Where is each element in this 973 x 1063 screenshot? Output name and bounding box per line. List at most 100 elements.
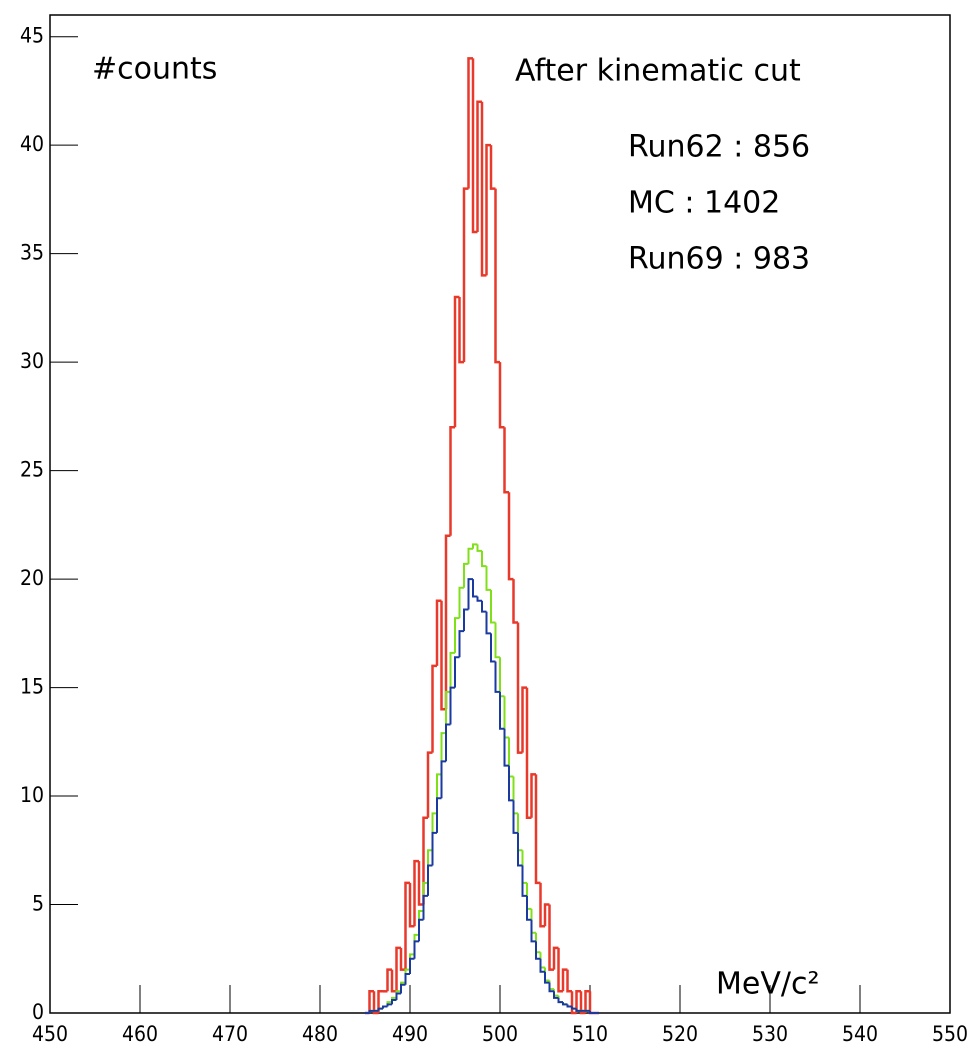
histogram-bin bbox=[498, 362, 505, 429]
histogram-bin bbox=[557, 997, 563, 1004]
histogram-bin bbox=[458, 630, 464, 658]
histogram-bin bbox=[535, 941, 541, 960]
x-tick-label: 550 bbox=[932, 1022, 968, 1046]
histogram-bin bbox=[454, 617, 460, 653]
histogram-bin bbox=[449, 425, 455, 536]
histogram-bin bbox=[543, 903, 550, 927]
histogram-bin bbox=[507, 492, 514, 581]
histogram-bin bbox=[476, 596, 482, 602]
histogram-bin bbox=[427, 864, 433, 896]
histogram-bin bbox=[368, 990, 374, 1013]
histogram-bin bbox=[499, 691, 505, 730]
histogram-bin bbox=[409, 957, 415, 974]
histogram-bin bbox=[399, 947, 406, 971]
histogram-bin bbox=[386, 968, 392, 992]
histogram-bin bbox=[503, 728, 509, 767]
histogram-bin bbox=[584, 990, 590, 1013]
y-tick-label: 5 bbox=[32, 892, 44, 916]
histogram-bin bbox=[404, 881, 410, 970]
histogram-bin bbox=[440, 600, 446, 711]
x-tick-label: 540 bbox=[842, 1022, 878, 1046]
histogram-bin bbox=[377, 990, 383, 1013]
histogram-bin bbox=[575, 1008, 581, 1012]
histogram-bin bbox=[453, 295, 460, 428]
histogram-bin bbox=[458, 586, 464, 619]
histogram-bin bbox=[521, 865, 527, 897]
x-tick-label: 510 bbox=[572, 1022, 608, 1046]
histogram-bin bbox=[571, 1006, 577, 1010]
histogram-bin bbox=[395, 946, 401, 992]
histogram-bin bbox=[562, 1002, 568, 1006]
histogram-bin bbox=[463, 562, 469, 588]
histogram-bin bbox=[463, 608, 469, 632]
histogram-bin bbox=[579, 991, 586, 1015]
histogram-bin bbox=[512, 800, 518, 834]
histogram-bin bbox=[512, 579, 518, 624]
histogram-bin bbox=[494, 188, 500, 364]
histogram-bin bbox=[489, 145, 496, 190]
x-tick-label: 480 bbox=[302, 1022, 338, 1046]
histogram-bin bbox=[566, 969, 572, 993]
y-tick-label: 25 bbox=[20, 458, 44, 482]
histogram-bin bbox=[557, 947, 563, 993]
histogram-bin bbox=[395, 992, 401, 1000]
histogram-bin bbox=[476, 544, 482, 552]
histogram-bin bbox=[372, 991, 379, 1015]
histogram-bin bbox=[413, 940, 419, 959]
histogram-bin bbox=[539, 958, 545, 973]
histogram-bin bbox=[382, 1005, 388, 1009]
histogram-bin bbox=[377, 1007, 383, 1011]
histogram-bin bbox=[431, 831, 437, 866]
histogram-bin bbox=[440, 760, 446, 799]
histogram-bin bbox=[499, 657, 505, 698]
legend-entry: Run69 : 983 bbox=[628, 242, 810, 277]
histogram-bin bbox=[386, 1003, 392, 1007]
annotation: After kinematic cut bbox=[515, 54, 801, 89]
x-tick-label: 490 bbox=[392, 1022, 428, 1046]
legend-entry: Run62 : 856 bbox=[628, 130, 810, 165]
histogram-bin bbox=[458, 297, 464, 364]
histogram-bin bbox=[445, 723, 451, 762]
histogram-bin bbox=[548, 904, 554, 971]
annotation: #counts bbox=[92, 52, 217, 87]
histogram-bin bbox=[467, 57, 473, 189]
histogram-bin bbox=[530, 773, 536, 818]
histogram-bin bbox=[539, 882, 545, 928]
histogram-bin bbox=[575, 990, 581, 1013]
legend-entry: MC : 1402 bbox=[628, 186, 780, 221]
histogram-bin bbox=[436, 797, 442, 833]
histogram-bin bbox=[449, 686, 455, 725]
histogram-bin bbox=[467, 578, 473, 610]
histogram-bin bbox=[485, 611, 491, 635]
histogram-bin bbox=[435, 599, 442, 666]
histogram-bin bbox=[553, 991, 559, 999]
x-tick-label: 450 bbox=[32, 1022, 68, 1046]
x-tick-label: 460 bbox=[122, 1022, 158, 1046]
histogram-bin bbox=[413, 859, 419, 927]
plot-frame bbox=[49, 14, 951, 1014]
histogram-bin bbox=[588, 991, 595, 1015]
histogram-bin bbox=[462, 187, 469, 363]
histogram-bin bbox=[525, 687, 532, 819]
histogram-bin bbox=[408, 882, 415, 928]
histogram-bin bbox=[490, 633, 496, 663]
histogram-bin bbox=[472, 579, 478, 598]
histogram-bin bbox=[417, 861, 424, 906]
histogram-bin bbox=[544, 971, 550, 984]
histogram-bin bbox=[552, 946, 559, 970]
histogram-bin bbox=[426, 751, 433, 818]
y-tick-label: 20 bbox=[20, 566, 44, 590]
histogram-bin bbox=[503, 427, 509, 494]
histogram-bin bbox=[472, 543, 478, 549]
histogram-bin bbox=[390, 969, 397, 993]
y-tick-label: 15 bbox=[20, 675, 44, 699]
histogram-bin bbox=[530, 919, 536, 943]
x-tick-label: 500 bbox=[482, 1022, 518, 1046]
histogram-bin bbox=[548, 982, 554, 993]
histogram-bin bbox=[494, 622, 500, 659]
histogram-bin bbox=[391, 998, 397, 1005]
y-tick-label: 45 bbox=[20, 24, 44, 48]
histogram-bin bbox=[404, 972, 410, 985]
histogram-bin bbox=[485, 566, 491, 591]
